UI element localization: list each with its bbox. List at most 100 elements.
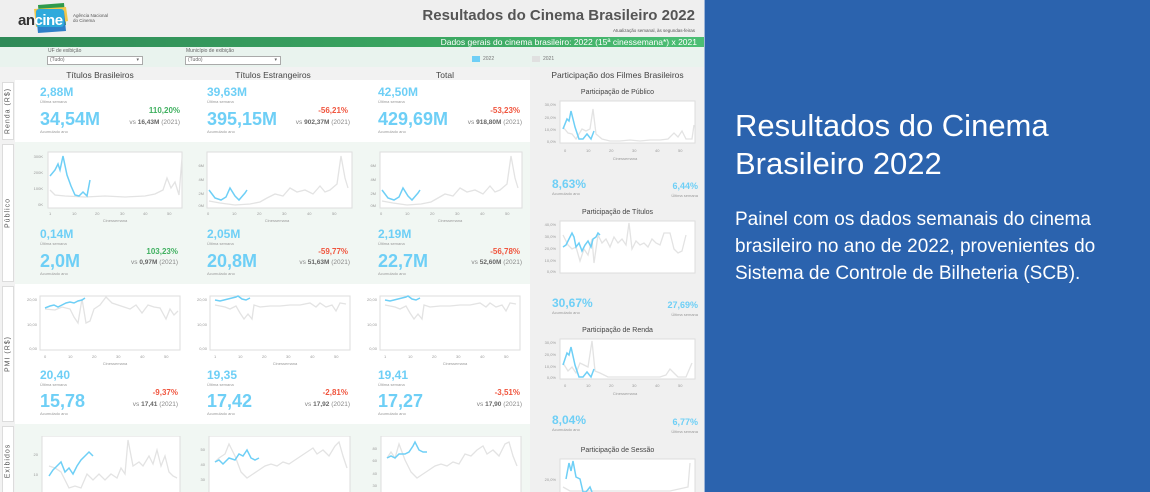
exibidos-es-chart[interactable]: 50 40 30 (195, 436, 355, 492)
svg-text:30: 30 (455, 211, 460, 216)
publico-br-pct: 103,23% (146, 247, 178, 256)
svg-text:30: 30 (632, 148, 637, 153)
exibidos-br-chart[interactable]: 20 10 (25, 436, 185, 492)
renda-br-pct: 110,20% (148, 106, 180, 115)
publico-es-ytd: 20,8M Acumulado ano (207, 251, 258, 276)
renda-br-vs: vs 16,43M (2021) (129, 119, 180, 126)
svg-text:10: 10 (34, 472, 39, 477)
update-note: Atualização semanal, às segundas-feiras (612, 28, 695, 33)
row-label-renda: Renda (R$) (2, 82, 14, 140)
pmi-total-ytd: 17,27 Acumulado ano (378, 391, 424, 416)
pmi-total-chart[interactable]: 20,00 10,00 0,00 1 10 20 30 40 50 Ciness… (360, 293, 525, 365)
pmi-br-vs: vs 17,41 (2021) (132, 401, 178, 408)
panel-description: Painel com os dados semanais do cinema b… (735, 209, 1096, 284)
renda-band (15, 80, 530, 142)
publico-br-chart[interactable]: 300K 200K 100K 0K 1 10 20 30 40 50 Cines… (25, 150, 185, 222)
dropdown-arrow-icon: ▾ (136, 57, 139, 63)
description-panel: Resultados do Cinema Brasileiro 2022 Pai… (705, 0, 1150, 492)
svg-text:10: 10 (408, 354, 413, 359)
col-header-total: Total (436, 70, 454, 80)
svg-text:20: 20 (262, 354, 267, 359)
part-titulos-title: Participação de Títulos (581, 209, 654, 216)
col-header-estrangeiros: Títulos Estrangeiros (235, 70, 311, 80)
svg-text:0,0%: 0,0% (547, 375, 557, 380)
svg-text:100K: 100K (34, 186, 44, 191)
svg-text:10: 10 (72, 211, 77, 216)
svg-text:20,00: 20,00 (27, 297, 38, 302)
pmi-br-chart[interactable]: 20,00 10,00 0,00 0 10 20 30 40 50 Ciness… (20, 293, 185, 365)
renda-es-pct: -56,21% (318, 106, 348, 115)
uf-select[interactable]: (Tudo) ▾ (47, 56, 143, 65)
svg-text:0M: 0M (370, 203, 376, 208)
svg-text:40: 40 (655, 148, 660, 153)
municipio-select[interactable]: (Tudo) ▾ (185, 56, 281, 65)
renda-br-last-week: 2,88M Última semana (40, 85, 74, 104)
svg-text:Cinessemana: Cinessemana (443, 361, 468, 365)
renda-total-last-week: 42,50M Última semana (378, 85, 419, 104)
row-label-publico: Público (2, 144, 14, 282)
ancine-logo: ancine (8, 3, 70, 33)
part-publico-ytd: 8,63% Acumulado ano (552, 177, 587, 196)
legend-swatch-2021 (532, 56, 540, 62)
pmi-es-ytd: 17,42 Acumulado ano (207, 391, 253, 416)
svg-text:0,00: 0,00 (369, 346, 378, 351)
part-sessao-chart[interactable]: 20,0% (530, 457, 704, 492)
svg-text:0,0%: 0,0% (547, 269, 557, 274)
svg-text:Cinessemana: Cinessemana (103, 218, 128, 222)
svg-text:1: 1 (49, 211, 52, 216)
part-titulos-ytd: 30,67% Acumulado ano (552, 296, 593, 315)
part-publico-chart[interactable]: 30,0% 20,0% 10,0% 0,0% 0 10 20 30 40 50 … (530, 99, 704, 161)
part-titulos-chart[interactable]: 40,0% 30,0% 20,0% 10,0% 0,0% (530, 219, 704, 285)
participacao-heading: Participação dos Filmes Brasileiros (551, 70, 684, 80)
svg-text:20: 20 (609, 383, 614, 388)
publico-es-chart[interactable]: 6M 4M 2M 0M 0 10 20 30 40 50 Cinessemana (195, 150, 355, 222)
svg-text:40: 40 (307, 211, 312, 216)
publico-br-vs: vs 0,97M (2021) (131, 259, 178, 266)
part-renda-chart[interactable]: 30,0% 20,0% 10,0% 0,0% 0 10 20 30 40 50 … (530, 337, 704, 397)
svg-text:20,00: 20,00 (367, 297, 378, 302)
publico-es-last-week: 2,05M Última semana (207, 227, 241, 246)
svg-text:10,00: 10,00 (367, 322, 378, 327)
svg-text:40: 40 (140, 354, 145, 359)
col-header-brasileiros: Títulos Brasileiros (66, 70, 134, 80)
svg-text:20,0%: 20,0% (545, 477, 557, 482)
svg-text:50: 50 (201, 447, 206, 452)
publico-total-chart[interactable]: 6M 4M 2M 0M 0 10 20 30 40 50 Cinessemana (365, 150, 525, 222)
svg-text:40: 40 (373, 471, 378, 476)
dashboard-screenshot: ancine Agência Nacional do Cinema Result… (0, 0, 705, 492)
renda-es-vs: vs 902,37M (2021) (295, 119, 350, 126)
svg-text:20: 20 (430, 211, 435, 216)
pmi-es-chart[interactable]: 20,00 10,00 0,00 1 10 20 30 40 50 Ciness… (190, 293, 355, 365)
svg-text:10,00: 10,00 (27, 322, 38, 327)
svg-text:40,0%: 40,0% (545, 222, 557, 227)
municipio-label: Município de exibição (186, 48, 235, 54)
svg-text:20: 20 (92, 354, 97, 359)
svg-text:40: 40 (201, 462, 206, 467)
svg-text:0: 0 (564, 383, 567, 388)
exibidos-total-chart[interactable]: 80 60 40 30 (365, 436, 525, 492)
svg-text:50: 50 (678, 383, 683, 388)
svg-text:0,00: 0,00 (29, 346, 38, 351)
svg-text:30: 30 (120, 211, 125, 216)
renda-total-pct: -53,23% (490, 106, 520, 115)
part-renda-ytd: 8,04% Acumulado ano (552, 413, 587, 432)
svg-text:10: 10 (68, 354, 73, 359)
pmi-br-ytd: 15,78 Acumulado ano (40, 391, 86, 416)
svg-text:4M: 4M (198, 177, 204, 182)
uf-label: UF de exibição (48, 48, 82, 54)
svg-text:Cinessemana: Cinessemana (438, 218, 463, 222)
svg-text:50: 50 (332, 211, 337, 216)
svg-text:30: 30 (201, 477, 206, 482)
dashboard-header: ancine Agência Nacional do Cinema Result… (0, 0, 704, 38)
svg-text:0K: 0K (38, 202, 43, 207)
svg-text:1: 1 (384, 354, 387, 359)
part-titulos-last-week: 27,69% Última semana (667, 300, 698, 317)
row-label-exibidos: Exibidos (2, 426, 14, 492)
pmi-total-vs: vs 17,90 (2021) (476, 401, 522, 408)
svg-text:10,0%: 10,0% (545, 364, 557, 369)
part-publico-title: Participação de Público (580, 89, 655, 96)
svg-text:20: 20 (34, 452, 39, 457)
svg-text:50: 50 (678, 148, 683, 153)
part-renda-title: Participação de Renda (582, 327, 653, 334)
svg-text:30: 30 (373, 483, 378, 488)
